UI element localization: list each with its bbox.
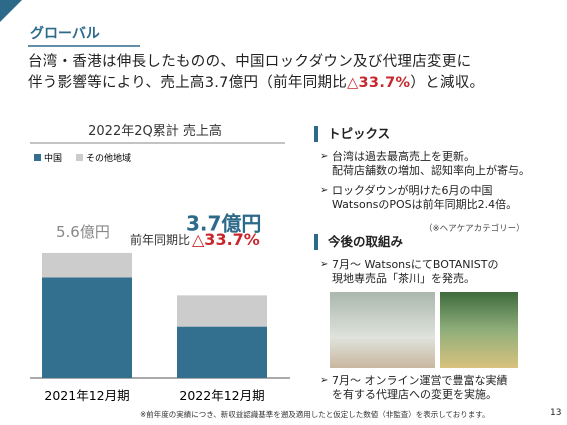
bullet: 台湾は過去最高売上を更新。配荷店舗数の増加、認知率向上が寄与。 <box>320 150 530 178</box>
topic-list: 台湾は過去最高売上を更新。配荷店舗数の増加、認知率向上が寄与。ロックダウンが明け… <box>320 150 530 218</box>
legend-label: 中国 <box>44 152 62 164</box>
legend-swatch <box>34 154 41 161</box>
section-title: 今後の取組み <box>314 234 403 250</box>
bullet-line: 現地専売品「茶川」を発売。 <box>332 272 475 285</box>
lead-emph: △33.7% <box>347 75 411 91</box>
lead-line: 台湾・香港は伸長したものの、中国ロックダウン及び代理店変更に <box>28 54 472 70</box>
bullet-line: 7月〜 オンライン運営で豊富な実績 <box>332 374 508 387</box>
page-number: 13 <box>550 408 562 418</box>
lead-line: ）と減収。 <box>410 75 485 91</box>
bullet-line: 配荷店舗数の増加、認知率向上が寄与。 <box>332 164 530 177</box>
x-tick-label: 2021年12月期 <box>44 388 129 403</box>
change-label: 前年同期比 <box>130 232 190 247</box>
bar-segment <box>177 295 267 327</box>
bar-segment <box>177 326 267 378</box>
section-title: トピックス <box>314 126 390 142</box>
bar-segment <box>42 252 132 278</box>
change-value: △33.7% <box>192 230 260 249</box>
bullet-line: 7月〜 WatsonsにてBOTANISTの <box>332 258 499 271</box>
x-tick-label: 2022年12月期 <box>179 388 264 403</box>
bar-segment <box>42 277 132 378</box>
footer-note: ※前年度の実績につき、新収益認識基準を遡及適用したと仮定した数値（非監査）を表示… <box>140 410 490 419</box>
bullet-line: ロックダウンが明けた6月の中国 <box>332 184 493 197</box>
photo <box>440 292 518 368</box>
bullet-line: WatsonsのPOSは前年同期比2.4倍。 <box>332 198 518 211</box>
photo <box>330 292 435 368</box>
total-label: 3.7億円 <box>186 211 261 235</box>
bullet-line: を有する代理店への変更を実施。 <box>332 388 497 401</box>
lead: 台湾・香港は伸長したものの、中国ロックダウン及び代理店変更に 伴う影響等により、… <box>28 52 484 94</box>
bullet-line: 台湾は過去最高売上を更新。 <box>332 150 475 163</box>
chart-title: 2022年2Q累計 売上高 <box>88 123 222 139</box>
legend-label: その他地域 <box>86 152 131 164</box>
legend-swatch <box>76 154 84 161</box>
page-title: グローバル <box>30 25 100 42</box>
topic-note: （※ヘアケアカテゴリー） <box>424 224 525 234</box>
total-label: 5.6億円 <box>56 223 110 241</box>
lead-line: 伴う影響等により、売上高3.7億円（前年同期比 <box>28 75 348 91</box>
corner <box>0 0 22 22</box>
